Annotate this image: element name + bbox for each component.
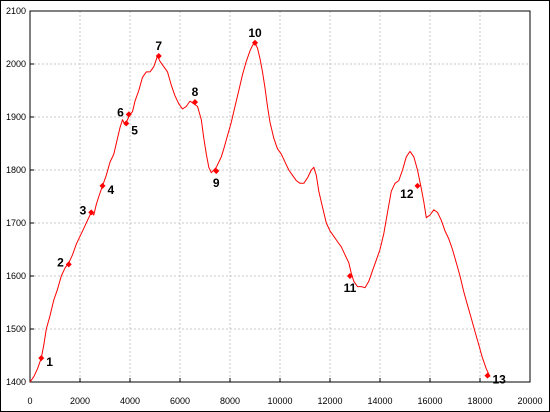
elevation-series-line (29, 42, 491, 383)
x-tick-label: 14000 (367, 396, 392, 406)
x-tick-label: 12000 (317, 396, 342, 406)
point-marker-6 (125, 111, 132, 118)
grid (30, 11, 530, 382)
x-tick-label: 18000 (467, 396, 492, 406)
point-label-9: 9 (213, 176, 220, 190)
point-label-2: 2 (57, 255, 64, 269)
y-tick-label: 1500 (6, 324, 26, 334)
x-tick-label: 8000 (220, 396, 240, 406)
point-marker-11 (346, 272, 354, 280)
point-marker-10 (251, 39, 259, 46)
point-label-7: 7 (155, 39, 162, 53)
point-label-13: 13 (493, 373, 507, 387)
point-marker-9 (213, 168, 220, 175)
y-tick-label: 1600 (6, 271, 26, 281)
y-tick-label: 1800 (6, 165, 26, 175)
point-marker-12 (414, 182, 421, 189)
x-tick-label: 10000 (267, 396, 292, 406)
point-label-8: 8 (192, 85, 199, 99)
point-marker-13 (484, 372, 491, 379)
point-label-1: 1 (46, 355, 53, 369)
point-label-11: 11 (344, 281, 357, 295)
x-tick-label: 4000 (120, 396, 140, 406)
axis-ticks: 0 2000 4000 6000 8000 10000 12000 14000 16000 180… (6, 6, 543, 406)
point-label-4: 4 (108, 183, 115, 197)
y-tick-label: 1700 (6, 218, 26, 228)
y-tick-label: 2000 (6, 59, 26, 69)
x-tick-label: 6000 (170, 396, 190, 406)
point-marker-3 (88, 209, 95, 216)
x-tick-label: 2000 (70, 396, 90, 406)
point-marker-8 (191, 99, 199, 106)
point-label-5: 5 (131, 123, 138, 137)
point-marker-4 (99, 182, 106, 189)
y-tick-label: 1900 (6, 112, 26, 122)
point-label-6: 6 (117, 105, 124, 119)
x-tick-label: 20000 (517, 396, 542, 406)
point-label-3: 3 (80, 203, 87, 217)
point-marker-5 (123, 120, 130, 127)
point-marker-1 (38, 355, 45, 362)
series-layer (29, 42, 491, 383)
point-label-10: 10 (248, 26, 262, 40)
point-marker-2 (65, 261, 72, 268)
point-marker-7 (155, 53, 162, 60)
x-tick-label: 0 (27, 396, 32, 406)
y-tick-label: 2100 (6, 6, 26, 16)
point-label-12: 12 (400, 187, 414, 201)
y-tick-label: 1400 (6, 377, 26, 387)
x-tick-label: 16000 (417, 396, 442, 406)
